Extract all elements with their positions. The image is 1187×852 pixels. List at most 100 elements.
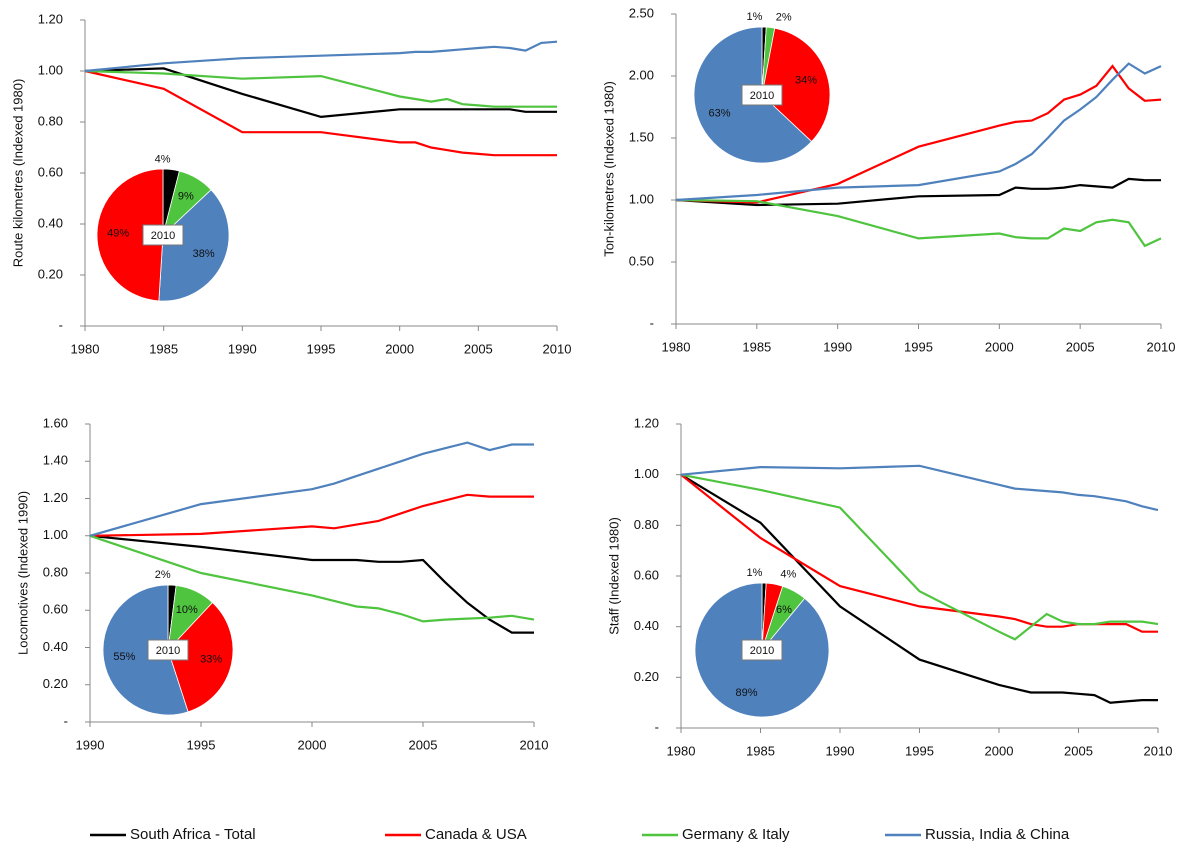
- y-tick-label: 0.50: [629, 253, 654, 268]
- pie-label: 49%: [107, 227, 129, 239]
- pie-label: 33%: [200, 654, 222, 666]
- series-line: [84, 67, 557, 119]
- y-tick-label: 1.20: [634, 415, 659, 430]
- legend-label: South Africa - Total: [130, 826, 256, 843]
- y-tick-label: 1.00: [629, 191, 654, 206]
- pie-label: 2%: [776, 12, 792, 24]
- y-tick-label: 0.20: [634, 669, 659, 684]
- pie-label: 1%: [747, 11, 763, 23]
- series-line: [84, 69, 557, 108]
- x-tick-label: 1985: [742, 339, 771, 354]
- x-tick-label: 2010: [543, 341, 572, 356]
- series-line: [675, 198, 1162, 248]
- y-tick-label: 0.80: [634, 517, 659, 532]
- x-tick-label: 1990: [76, 737, 105, 752]
- y-tick-label: 0.40: [38, 215, 63, 230]
- x-tick-label: 2010: [1144, 743, 1173, 758]
- pie-label-box: [741, 84, 783, 106]
- y-tick-label: -: [64, 713, 68, 728]
- y-tick-label: 1.20: [43, 490, 68, 505]
- y-tick-label: 1.00: [43, 527, 68, 542]
- y-tick-label: 1.40: [43, 453, 68, 468]
- pie-center-label: 2010: [750, 645, 774, 657]
- x-tick-label: 2000: [298, 737, 327, 752]
- pie-slice: [96, 168, 164, 302]
- y-axis-label: Route kilometres (Indexed 1980): [10, 79, 25, 268]
- pie-label: 34%: [795, 75, 817, 87]
- x-tick-label: 1990: [228, 341, 257, 356]
- pie-slice: [167, 602, 234, 713]
- panel: - 0.20 0.40 0.60 0.80 1.00 1.20 1.40 1.60 1990 199…: [15, 415, 548, 752]
- y-tick-label: 2.00: [629, 67, 654, 82]
- x-tick-label: 1990: [826, 743, 855, 758]
- y-tick-label: 0.60: [43, 602, 68, 617]
- series-line: [89, 534, 534, 634]
- y-tick-label: 0.80: [43, 564, 68, 579]
- x-tick-label: 2000: [385, 341, 414, 356]
- x-tick-label: 1980: [71, 341, 100, 356]
- series-line: [89, 441, 534, 537]
- pie-slice: [761, 27, 831, 143]
- series-line: [675, 64, 1162, 204]
- x-tick-label: 2010: [1147, 339, 1176, 354]
- series-line: [675, 177, 1161, 207]
- series-line: [680, 473, 1159, 641]
- y-tick-label: 2.50: [629, 5, 654, 20]
- pie-label: 63%: [709, 107, 731, 119]
- y-tick-label: 0.60: [38, 164, 63, 179]
- x-tick-label: 2005: [1064, 743, 1093, 758]
- series-line: [89, 534, 535, 623]
- x-tick-label: 1990: [823, 339, 852, 354]
- pie-slice: [102, 584, 189, 716]
- y-tick-label: 1.60: [43, 415, 68, 430]
- x-tick-label: 1985: [149, 341, 178, 356]
- pie-label: 2%: [155, 569, 171, 581]
- pie-label-box: [741, 639, 783, 661]
- x-tick-label: 1985: [746, 743, 775, 758]
- x-tick-label: 2010: [520, 737, 549, 752]
- x-tick-label: 2005: [1066, 339, 1095, 354]
- y-tick-label: 0.20: [38, 266, 63, 281]
- series-line: [675, 62, 1162, 202]
- series-line: [84, 69, 557, 157]
- pie-label: 9%: [178, 190, 194, 202]
- pie-label-box: [147, 639, 189, 661]
- pie-slice: [158, 189, 230, 302]
- pie-center-label: 2010: [750, 90, 774, 102]
- pie-label: 6%: [776, 604, 792, 616]
- pie-label: 1%: [747, 567, 763, 579]
- pie-label: 4%: [780, 568, 796, 580]
- y-tick-label: 1.50: [629, 129, 654, 144]
- x-tick-label: 2005: [464, 341, 493, 356]
- x-tick-label: 1980: [667, 743, 696, 758]
- panel: - 0.20 0.40 0.60 0.80 1.00 1.20 1980 1985 1990 199…: [10, 11, 571, 356]
- x-tick-label: 1995: [905, 743, 934, 758]
- series-line: [680, 473, 1158, 633]
- y-tick-label: 0.40: [43, 639, 68, 654]
- x-tick-label: 1995: [307, 341, 336, 356]
- panel: - 0.50 1.00 1.50 2.00 2.50 1980 1985 1990 1995 200…: [601, 5, 1175, 354]
- x-tick-label: 1995: [187, 737, 216, 752]
- pie-label-box: [142, 224, 184, 246]
- y-tick-label: -: [650, 315, 654, 330]
- y-tick-label: 1.00: [38, 62, 63, 77]
- pie-label: 89%: [736, 687, 758, 699]
- y-axis-label: Ton-kilometres (Indexed 1980): [601, 81, 616, 257]
- series-line: [84, 40, 558, 73]
- legend-label: Germany & Italy: [682, 826, 790, 843]
- series-line: [680, 473, 1158, 704]
- x-tick-label: 1980: [662, 339, 691, 354]
- y-tick-label: -: [59, 317, 63, 332]
- legend-label: Canada & USA: [425, 826, 527, 843]
- series-line: [680, 464, 1159, 512]
- y-tick-label: 1.20: [38, 11, 63, 26]
- y-axis-label: Locomotives (Indexed 1990): [15, 491, 30, 655]
- pie-center-label: 2010: [156, 645, 180, 657]
- x-tick-label: 1995: [904, 339, 933, 354]
- y-axis-label: Staff (Indexed 1980): [606, 517, 621, 635]
- pie-label: 10%: [176, 604, 198, 616]
- panel: - 0.20 0.40 0.60 0.80 1.00 1.20 1980 1985 1990 199…: [606, 415, 1172, 758]
- pie-center-label: 2010: [151, 230, 175, 242]
- y-tick-label: 1.00: [634, 466, 659, 481]
